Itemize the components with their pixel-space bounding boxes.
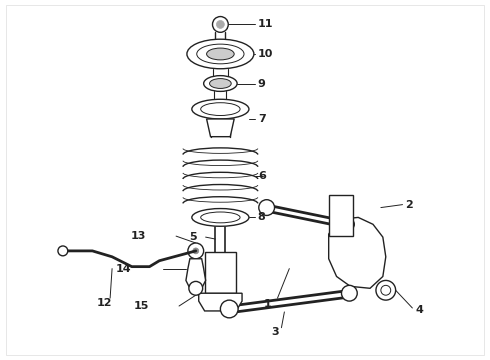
Text: 4: 4 — [416, 305, 423, 315]
Text: 10: 10 — [258, 49, 273, 59]
Polygon shape — [329, 217, 386, 288]
Circle shape — [213, 17, 228, 32]
Text: 15: 15 — [134, 301, 149, 311]
Text: 13: 13 — [131, 231, 147, 241]
Text: 7: 7 — [258, 114, 266, 124]
Text: 1: 1 — [264, 299, 271, 309]
Circle shape — [189, 282, 203, 295]
Circle shape — [58, 246, 68, 256]
Text: 6: 6 — [258, 171, 266, 181]
Circle shape — [342, 285, 357, 301]
Circle shape — [259, 200, 274, 215]
Bar — [329, 195, 353, 236]
Text: 14: 14 — [116, 264, 132, 274]
Ellipse shape — [192, 208, 249, 226]
Circle shape — [376, 280, 395, 300]
Circle shape — [220, 300, 238, 318]
Text: 2: 2 — [406, 199, 413, 210]
Ellipse shape — [187, 39, 254, 69]
Ellipse shape — [204, 76, 237, 91]
Polygon shape — [186, 259, 206, 288]
Polygon shape — [199, 293, 242, 311]
Circle shape — [381, 285, 391, 295]
Polygon shape — [207, 119, 234, 137]
Ellipse shape — [192, 99, 249, 119]
Ellipse shape — [207, 48, 234, 60]
Bar — [205, 252, 236, 293]
Ellipse shape — [201, 212, 240, 223]
Text: 11: 11 — [258, 19, 273, 30]
Text: 12: 12 — [97, 298, 112, 308]
Text: 3: 3 — [272, 327, 279, 337]
Text: 9: 9 — [258, 78, 266, 89]
Circle shape — [343, 219, 354, 230]
Ellipse shape — [201, 103, 240, 116]
Text: 8: 8 — [258, 212, 266, 222]
Ellipse shape — [210, 78, 231, 89]
Circle shape — [217, 21, 224, 28]
Ellipse shape — [197, 44, 244, 64]
Text: 5: 5 — [189, 232, 197, 242]
Circle shape — [193, 248, 199, 254]
Circle shape — [188, 243, 204, 259]
